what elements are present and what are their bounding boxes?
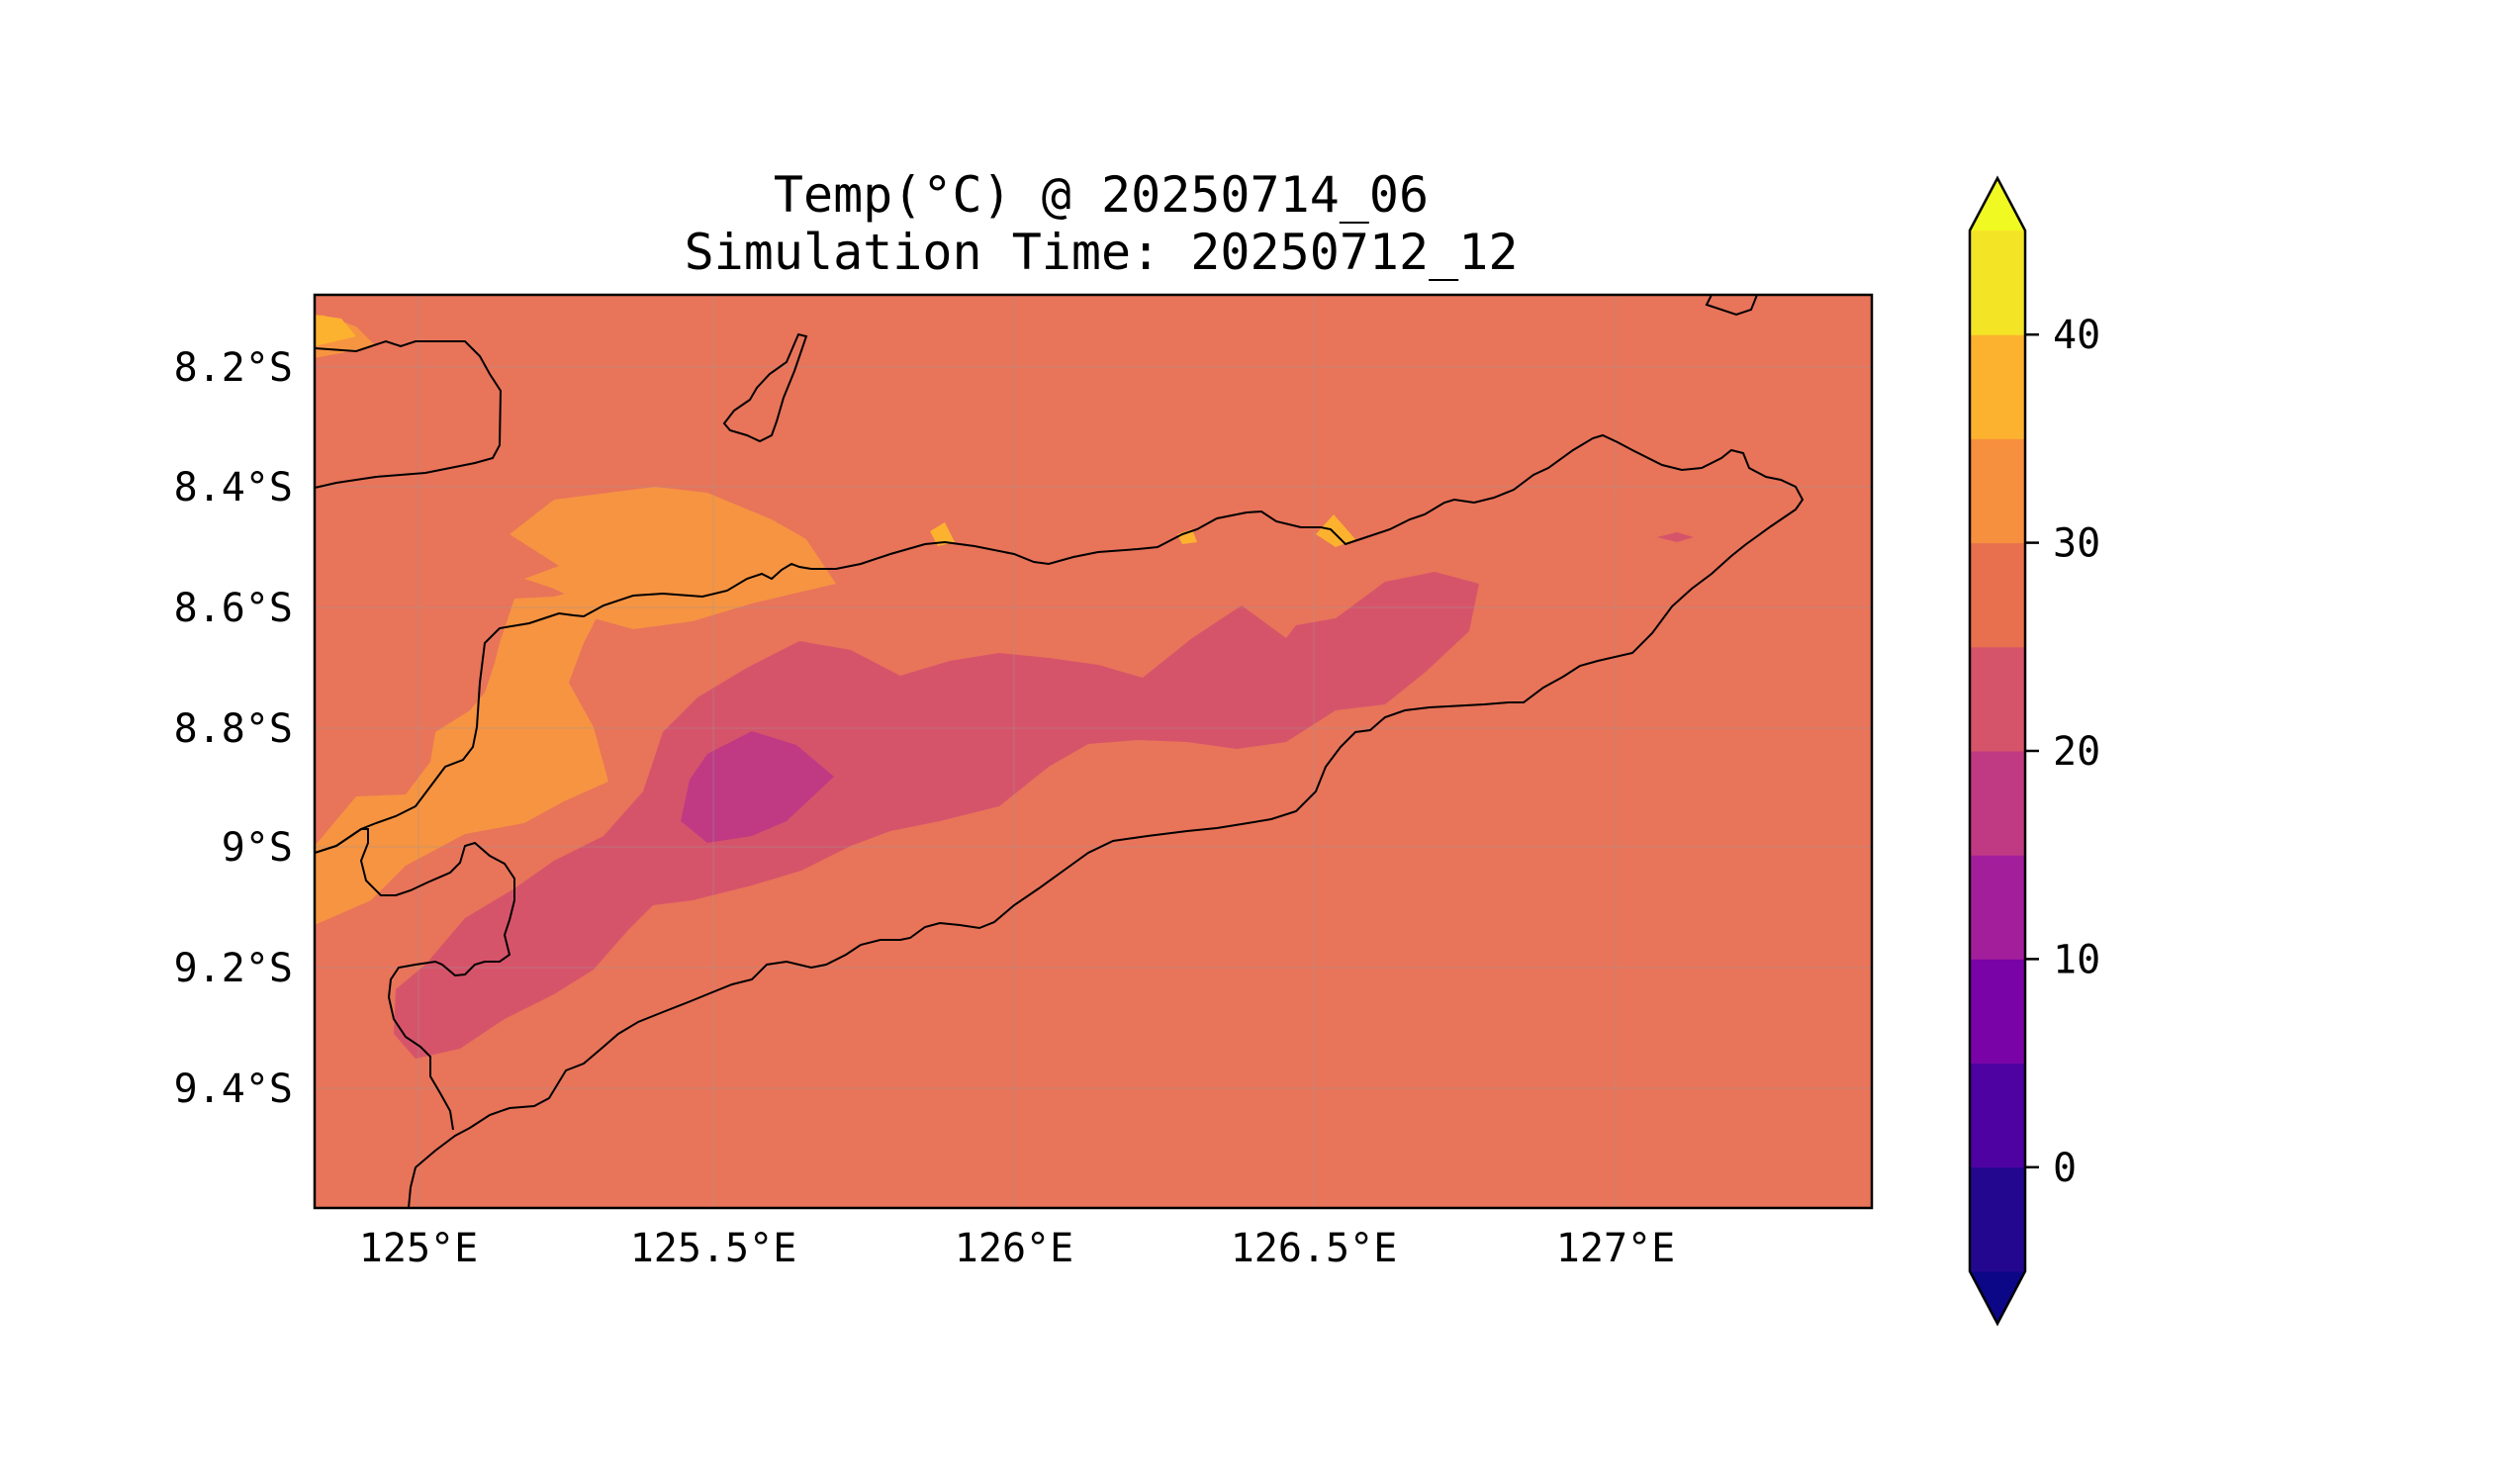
colorbar-tick-label: 0 <box>2053 1146 2077 1191</box>
x-tick-label: 127°E <box>1556 1226 1675 1271</box>
x-axis: 125°E 125.5°E 126°E 126.5°E 127°E <box>359 1226 1675 1271</box>
colorbar-segment <box>1970 646 2025 752</box>
colorbar-segment <box>1970 231 2025 335</box>
temperature-field-30-35-west <box>315 589 608 925</box>
colorbar-tick-label: 20 <box>2053 729 2100 775</box>
y-tick-label: 8.4°S <box>174 465 293 510</box>
temperature-field-35-40-blob-a <box>315 315 356 346</box>
colorbar-segment <box>1970 334 2025 439</box>
colorbar-segments <box>1970 231 2025 1272</box>
title-line-2: Simulation Time: 20250712_12 <box>684 224 1519 281</box>
temperature-field-35-40-blob-c <box>1316 514 1355 547</box>
colorbar-tick-label: 30 <box>2053 521 2100 567</box>
coastline-timor-north <box>315 433 1805 1208</box>
y-tick-label: 9.2°S <box>174 946 293 991</box>
colorbar-segment <box>1970 1063 2025 1168</box>
y-axis: 8.2°S 8.4°S 8.6°S 8.8°S 9°S 9.2°S 9.4°S <box>174 345 293 1112</box>
colorbar-outline <box>1968 175 2027 1327</box>
colorbar-segment <box>1970 542 2025 648</box>
coastline-wetar-island <box>1705 295 1758 317</box>
colorbar-tick-label: 10 <box>2053 937 2100 982</box>
temperature-field-35-40-blob-b <box>930 522 955 546</box>
colorbar-under-triangle <box>1970 1271 2025 1324</box>
x-tick-label: 126.5°E <box>1231 1226 1398 1271</box>
temperature-field-30-35-north <box>510 487 836 629</box>
colorbar-tick-label: 40 <box>2053 313 2100 358</box>
y-tick-label: 8.6°S <box>174 586 293 631</box>
x-tick-label: 126°E <box>955 1226 1073 1271</box>
x-tick-label: 125.5°E <box>630 1226 797 1271</box>
colorbar-segment <box>1970 438 2025 544</box>
x-tick-label: 125°E <box>359 1226 478 1271</box>
coastline-flores-east <box>315 339 503 489</box>
colorbar-segment <box>1970 959 2025 1065</box>
y-tick-label: 8.2°S <box>174 345 293 391</box>
y-tick-label: 9°S <box>222 825 293 871</box>
temperature-field-20-25-blob-east <box>1657 532 1694 542</box>
temperature-field-35-40-blob-d <box>1177 529 1197 544</box>
coastline-alor-island <box>722 332 808 443</box>
coastlines <box>315 295 1805 1208</box>
map-title: Temp(°C) @ 20250714_06 Simulation Time: … <box>317 166 1886 281</box>
title-line-1: Temp(°C) @ 20250714_06 <box>773 166 1430 224</box>
temperature-field-15-20 <box>681 731 834 843</box>
colorbar: 40 30 20 10 0 <box>1968 175 2100 1327</box>
colorbar-ticks: 40 30 20 10 0 <box>2025 313 2100 1191</box>
y-tick-label: 9.4°S <box>174 1067 293 1112</box>
temperature-field-20-25 <box>394 572 1479 1059</box>
colorbar-over-triangle <box>1970 178 2025 231</box>
colorbar-segment <box>1970 855 2025 960</box>
colorbar-segment <box>1970 751 2025 856</box>
map-frame <box>313 293 1874 1210</box>
colorbar-segment <box>1970 1166 2025 1272</box>
coastline-timor-west-inlet <box>315 828 515 1131</box>
map-plot-area <box>315 295 1872 1208</box>
y-tick-label: 8.8°S <box>174 706 293 752</box>
map-gridlines <box>315 295 1872 1208</box>
